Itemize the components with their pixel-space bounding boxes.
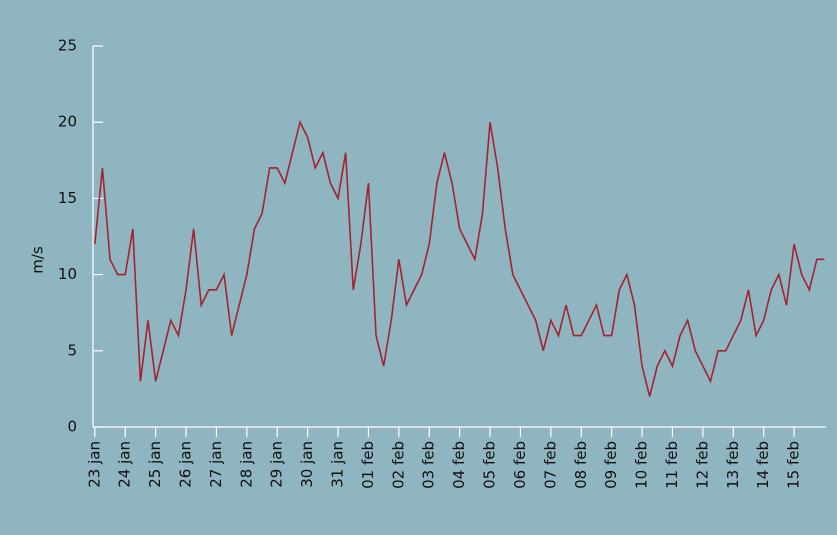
x-tick-label: 31 jan <box>329 441 347 488</box>
x-tick-label: 04 feb <box>450 441 468 489</box>
x-tick-label: 29 jan <box>268 441 286 488</box>
y-tick-label: 10 <box>58 265 77 283</box>
x-tick-label: 07 feb <box>541 441 559 489</box>
data-line <box>94 119 825 397</box>
x-tick-label: 24 jan <box>116 441 134 488</box>
x-tick-label: 01 feb <box>359 441 377 489</box>
x-tick-label: 13 feb <box>724 441 742 489</box>
x-tick-label: 23 jan <box>85 441 103 488</box>
x-tick-label: 09 feb <box>602 441 620 489</box>
x-tick-label: 11 feb <box>663 441 681 489</box>
x-tick-label: 10 feb <box>633 441 651 489</box>
y-tick-label: 25 <box>58 37 77 55</box>
x-tick-label: 12 feb <box>693 441 711 489</box>
x-tick-label: 15 feb <box>785 441 803 489</box>
x-tick-label: 30 jan <box>298 441 316 488</box>
y-tick-label: 20 <box>58 113 77 131</box>
y-tick-label: 5 <box>67 341 77 359</box>
x-tick-label: 03 feb <box>420 441 438 489</box>
x-tick-label: 02 feb <box>389 441 407 489</box>
x-tick-label: 06 feb <box>511 441 529 489</box>
x-tick-label: 14 feb <box>754 441 772 489</box>
x-tick-label: 25 jan <box>146 441 164 488</box>
y-tick-label: 15 <box>58 189 77 207</box>
x-tick-label: 27 jan <box>207 441 225 488</box>
x-tick-label: 26 jan <box>177 441 195 488</box>
x-tick-label: 05 feb <box>481 441 499 489</box>
x-tick-label: 28 jan <box>237 441 255 488</box>
y-axis-label: m/s <box>29 246 47 274</box>
y-tick-label: 0 <box>67 418 77 436</box>
x-tick-label: 08 feb <box>572 441 590 489</box>
